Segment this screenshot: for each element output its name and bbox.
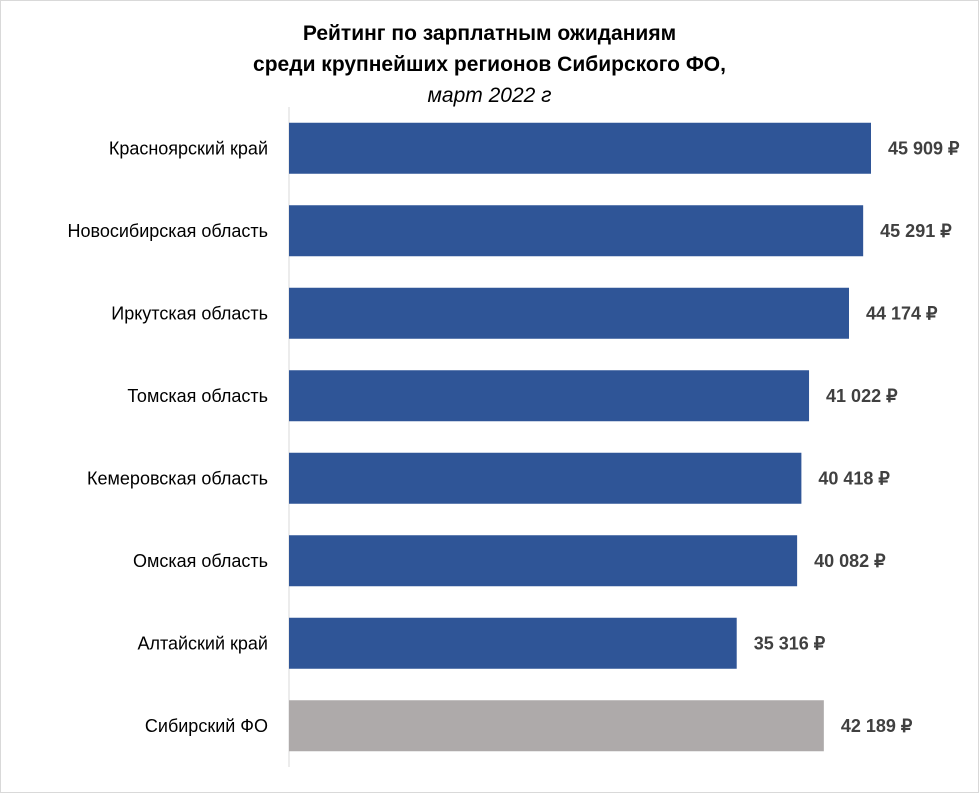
category-label-1: Новосибирская область	[68, 221, 269, 241]
bar-3	[289, 370, 810, 422]
bar-4	[289, 452, 802, 504]
category-label-3: Томская область	[127, 386, 268, 406]
bar-5	[289, 535, 798, 587]
value-label-0: 45 909 ₽	[888, 138, 960, 158]
value-label-1: 45 291 ₽	[880, 221, 952, 241]
category-label-2: Иркутская область	[111, 303, 268, 323]
value-label-2: 44 174 ₽	[866, 303, 938, 323]
category-label-5: Омская область	[133, 551, 268, 571]
chart-title-line-2: среди крупнейших регионов Сибирского ФО,	[253, 53, 726, 76]
category-label-4: Кемеровская область	[87, 468, 268, 488]
value-label-5: 40 082 ₽	[814, 551, 886, 571]
chart-title: Рейтинг по зарплатным ожиданиям среди кр…	[0, 18, 979, 111]
bar-6	[289, 617, 737, 669]
chart-title-line-1: Рейтинг по зарплатным ожиданиям	[302, 22, 677, 45]
bar-2	[289, 287, 850, 339]
value-label-4: 40 418 ₽	[818, 468, 890, 488]
category-label-7: Сибирский ФО	[145, 716, 268, 736]
bar-0	[289, 122, 871, 174]
value-label-7: 42 189 ₽	[841, 716, 913, 736]
bar-7	[289, 700, 824, 752]
chart-subtitle: март 2022 г	[427, 84, 552, 107]
category-label-0: Красноярский край	[109, 138, 268, 158]
category-label-6: Алтайский край	[137, 633, 268, 653]
value-label-3: 41 022 ₽	[826, 386, 898, 406]
bar-1	[289, 205, 864, 257]
value-label-6: 35 316 ₽	[754, 633, 826, 653]
